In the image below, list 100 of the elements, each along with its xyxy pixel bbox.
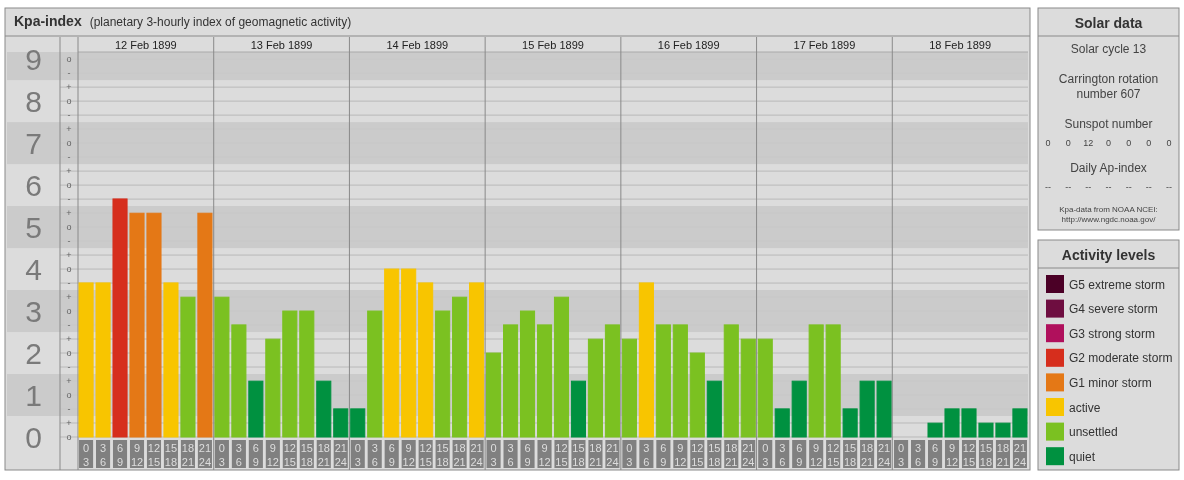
annotation: o — [66, 264, 72, 275]
annotation: + — [66, 82, 72, 93]
x-tick-label: 3 6 — [371, 442, 378, 468]
annotation: - — [67, 320, 71, 331]
bar — [452, 296, 468, 438]
x-tick-label: 9 12 — [130, 442, 144, 468]
annotation: o — [66, 222, 72, 233]
bar — [197, 212, 213, 438]
x-tick-label: 15 18 — [844, 442, 857, 468]
x-tick-label: 15 18 — [708, 442, 721, 468]
y-tick-label: 9 — [25, 42, 42, 76]
annotation: + — [66, 334, 72, 345]
x-tick-label: 15 18 — [300, 442, 313, 468]
x-tick-label: 12 15 — [691, 442, 704, 468]
bar — [401, 268, 417, 438]
annotation: o — [66, 180, 72, 191]
bar — [740, 338, 756, 438]
x-tick-label: 3 6 — [99, 442, 107, 468]
x-tick-label: 18 21 — [589, 442, 602, 468]
x-tick-label: 0 3 — [762, 442, 769, 468]
x-tick-label: 0 3 — [218, 442, 225, 468]
x-tick-label: 9 12 — [402, 442, 415, 468]
text: Kpa-data from NOAA NCEI: http://www.ngdc.noaa.gov/ — [1059, 205, 1158, 224]
x2-tick-label: 16 Feb 1899 — [657, 39, 720, 51]
bar — [689, 352, 705, 438]
x-tick-label: 12 15 — [555, 442, 568, 468]
x2-tick-label: 13 Feb 1899 — [250, 39, 313, 51]
x-tick-label: 15 18 — [164, 442, 178, 468]
x-tick-label: 9 12 — [674, 442, 687, 468]
annotation: o — [66, 96, 72, 107]
bar — [723, 324, 739, 438]
x-tick-label: 15 18 — [979, 442, 993, 468]
x-tick-label: 3 6 — [779, 442, 786, 468]
bar — [553, 296, 570, 438]
bar — [435, 310, 451, 438]
x-tick-label: 12 15 — [147, 442, 161, 468]
bar — [316, 380, 332, 438]
annotation: o — [66, 390, 72, 401]
y-tick-label: 7 — [25, 126, 42, 160]
bar — [333, 408, 349, 438]
annotation: + — [66, 418, 72, 429]
x-tick-label: 3 6 — [643, 442, 650, 468]
x-tick-label: 6 9 — [388, 442, 395, 468]
bar — [536, 324, 553, 438]
x-tick-label: 18 21 — [181, 442, 195, 468]
x-tick-label: 18 21 — [860, 442, 874, 468]
x-tick-label: 15 18 — [572, 442, 585, 468]
legend-label: G2 moderate storm — [1069, 351, 1173, 366]
x-tick-label: 0 3 — [83, 442, 90, 468]
bar — [570, 380, 587, 438]
x-tick-label: 3 6 — [507, 442, 514, 468]
legend-label: G1 minor storm — [1069, 375, 1152, 390]
x-tick-label: 0 3 — [354, 442, 361, 468]
x-tick-label: 21 24 — [877, 442, 891, 468]
legend-label: G3 strong storm — [1069, 326, 1156, 341]
y-tick-label: 3 — [25, 294, 42, 328]
x-tick-label: 21 24 — [742, 442, 755, 468]
x-tick-label: 21 24 — [606, 442, 619, 468]
x-tick-label: 18 21 — [453, 442, 466, 468]
chart-title: Kpa-index — [14, 13, 82, 29]
bar — [163, 282, 179, 438]
x-tick-label: 6 9 — [524, 442, 531, 468]
x-tick-label: 21 24 — [334, 442, 347, 468]
x2-tick-label: 17 Feb 1899 — [793, 39, 856, 51]
text: Solar data — [1074, 15, 1143, 31]
x-tick-label: 12 15 — [827, 442, 840, 468]
x-tick-label: 12 15 — [962, 442, 976, 468]
annotation: - — [67, 110, 71, 121]
annotation: o — [66, 432, 72, 443]
annotation: - — [67, 278, 71, 289]
x-tick-label: 12 15 — [419, 442, 432, 468]
legend-label: quiet — [1069, 449, 1096, 464]
bar — [469, 282, 485, 438]
x-tick-label: 18 21 — [996, 442, 1010, 468]
x-tick-label: 6 9 — [660, 442, 667, 468]
x-tick-label: 0 3 — [898, 442, 905, 468]
x-tick-label: 9 12 — [810, 442, 823, 468]
legend-label: G4 severe storm — [1069, 302, 1158, 317]
legend-label: G5 extreme storm — [1069, 277, 1166, 292]
x-tick-label: 15 18 — [436, 442, 449, 468]
x-tick-label: 9 12 — [266, 442, 279, 468]
annotation: o — [66, 306, 72, 317]
bar — [706, 380, 722, 438]
annotation: - — [67, 68, 71, 79]
annotation: + — [66, 292, 72, 303]
y-tick-label: 1 — [25, 378, 42, 412]
legend-label: unsettled — [1069, 425, 1118, 440]
annotation: + — [66, 166, 72, 177]
x-tick-label: 9 12 — [945, 442, 959, 468]
text: Sunspot number — [1064, 117, 1153, 131]
x-tick-label: 3 6 — [915, 442, 922, 468]
y-tick-label: 4 — [25, 252, 42, 286]
annotation: + — [66, 376, 72, 387]
y-tick-label: 8 — [25, 84, 42, 118]
x2-tick-label: 12 Feb 1899 — [114, 39, 177, 51]
x-tick-label: 12 15 — [283, 442, 296, 468]
chart-subtitle: (planetary 3-hourly index of geomagnetic activity) — [89, 15, 352, 29]
y-tick-label: 0 — [25, 420, 42, 454]
bar — [672, 324, 688, 438]
bar — [604, 324, 620, 438]
